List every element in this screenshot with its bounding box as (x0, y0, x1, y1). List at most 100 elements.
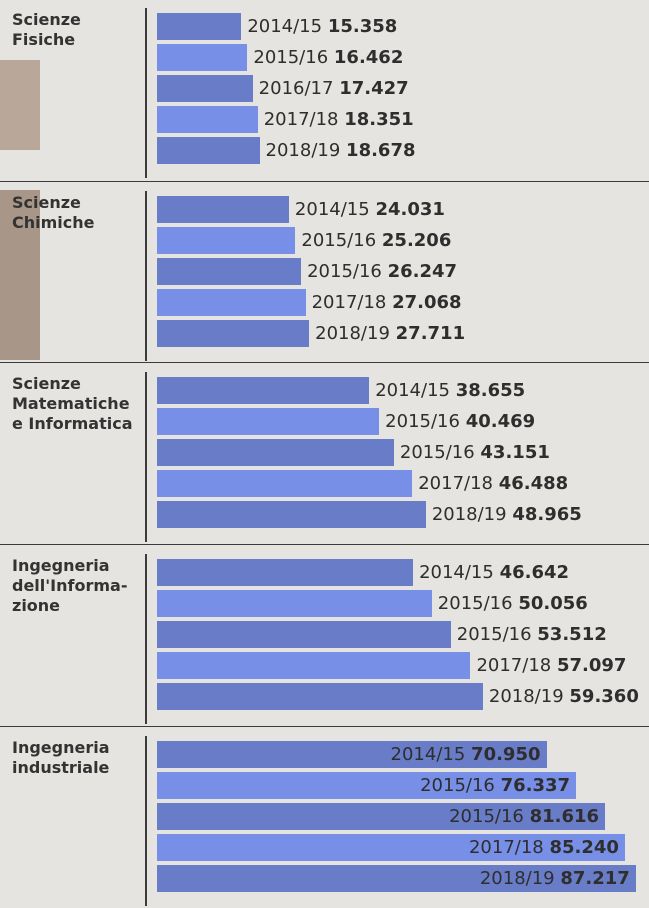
category-label: 2015/16 (438, 593, 513, 614)
value-label: 18.351 (344, 109, 413, 130)
axis-line (145, 736, 147, 906)
separator (0, 362, 649, 363)
bar (157, 44, 247, 71)
chart-title: Ingegneria industriale (12, 738, 110, 778)
chart-title: Ingegneria dell'Informa- zione (12, 556, 127, 616)
bar (157, 652, 470, 679)
category-label: 2017/18 (312, 292, 387, 313)
bar-label: 2018/19 48.965 (432, 501, 582, 528)
axis-line (145, 372, 147, 542)
bar (157, 683, 483, 710)
value-label: 48.965 (512, 504, 581, 525)
value-label: 25.206 (382, 230, 451, 251)
bar-label: 2015/16 53.512 (457, 621, 607, 648)
value-label: 53.512 (537, 624, 606, 645)
value-label: 81.616 (530, 806, 599, 827)
category-label: 2015/16 (307, 261, 382, 282)
category-label: 2018/19 (480, 868, 555, 889)
category-label: 2017/18 (476, 655, 551, 676)
value-label: 70.950 (471, 744, 540, 765)
separator (0, 181, 649, 182)
bar-label: 2017/18 57.097 (476, 652, 626, 679)
bar-label: 2014/15 24.031 (295, 196, 445, 223)
bar (157, 289, 306, 316)
bar-label: 2017/18 46.488 (418, 470, 568, 497)
value-label: 87.217 (560, 868, 629, 889)
value-label: 24.031 (375, 199, 444, 220)
bar (157, 377, 369, 404)
separator (0, 726, 649, 727)
bar (157, 501, 426, 528)
chart-title: Scienze Chimiche (12, 193, 95, 233)
chart-panel: Ingegneria dell'Informa- zione 2014/15 46… (0, 546, 649, 726)
bar-label: 2017/18 18.351 (264, 106, 414, 133)
value-label: 59.360 (569, 686, 638, 707)
bar (157, 196, 289, 223)
bar (157, 408, 379, 435)
bar-label: 2018/19 87.217 (480, 865, 630, 892)
bar-label: 2018/19 18.678 (266, 137, 416, 164)
page: (() => { const data = JSON.parse(documen… (0, 0, 649, 898)
bar-label: 2018/19 59.360 (489, 683, 639, 710)
chart-panel: Scienze Chimiche 2014/15 24.031 2015/16 25… (0, 183, 649, 363)
value-label: 38.655 (456, 380, 525, 401)
category-label: 2018/19 (489, 686, 564, 707)
category-label: 2014/15 (375, 380, 450, 401)
bar (157, 227, 295, 254)
axis-line (145, 191, 147, 361)
category-label: 2016/17 (259, 78, 334, 99)
category-label: 2014/15 (419, 562, 494, 583)
bar-label: 2014/15 46.642 (419, 559, 569, 586)
bar-label: 2016/17 17.427 (259, 75, 409, 102)
category-label: 2015/16 (400, 442, 475, 463)
chart-panel: Ingegneria industriale 2014/15 70.950 2015… (0, 728, 649, 908)
bar (157, 13, 241, 40)
category-label: 2014/15 (295, 199, 370, 220)
bar (157, 470, 412, 497)
bar-label: 2015/16 26.247 (307, 258, 457, 285)
category-label: 2018/19 (266, 140, 341, 161)
value-label: 40.469 (466, 411, 535, 432)
bar-label: 2015/16 16.462 (253, 44, 403, 71)
category-label: 2014/15 (391, 744, 466, 765)
bar-label: 2015/16 76.337 (420, 772, 570, 799)
bar (157, 559, 413, 586)
bar (157, 106, 258, 133)
value-label: 17.427 (339, 78, 408, 99)
category-label: 2015/16 (385, 411, 460, 432)
category-label: 2015/16 (457, 624, 532, 645)
bar (157, 590, 432, 617)
category-label: 2017/18 (264, 109, 339, 130)
bar-label: 2014/15 70.950 (391, 741, 541, 768)
category-label: 2017/18 (469, 837, 544, 858)
axis-line (145, 8, 147, 178)
category-label: 2014/15 (247, 16, 322, 37)
bar-label: 2015/16 40.469 (385, 408, 535, 435)
category-label: 2017/18 (418, 473, 493, 494)
axis-line (145, 554, 147, 724)
chart-panel: Scienze Fisiche 2014/15 15.358 2015/16 16.… (0, 0, 649, 180)
bar-label: 2014/15 15.358 (247, 13, 397, 40)
category-label: 2015/16 (449, 806, 524, 827)
bar (157, 75, 253, 102)
value-label: 27.068 (392, 292, 461, 313)
category-label: 2018/19 (432, 504, 507, 525)
chart-title: Scienze Fisiche (12, 10, 81, 50)
value-label: 46.642 (500, 562, 569, 583)
category-label: 2015/16 (253, 47, 328, 68)
bar (157, 621, 451, 648)
value-label: 57.097 (557, 655, 626, 676)
category-label: 2018/19 (315, 323, 390, 344)
bar-label: 2015/16 43.151 (400, 439, 550, 466)
category-label: 2015/16 (301, 230, 376, 251)
value-label: 16.462 (334, 47, 403, 68)
bar-label: 2018/19 27.711 (315, 320, 465, 347)
value-label: 43.151 (480, 442, 549, 463)
value-label: 76.337 (501, 775, 570, 796)
value-label: 50.056 (518, 593, 587, 614)
bar-label: 2014/15 38.655 (375, 377, 525, 404)
separator (0, 544, 649, 545)
bar (157, 320, 309, 347)
value-label: 26.247 (388, 261, 457, 282)
value-label: 46.488 (499, 473, 568, 494)
